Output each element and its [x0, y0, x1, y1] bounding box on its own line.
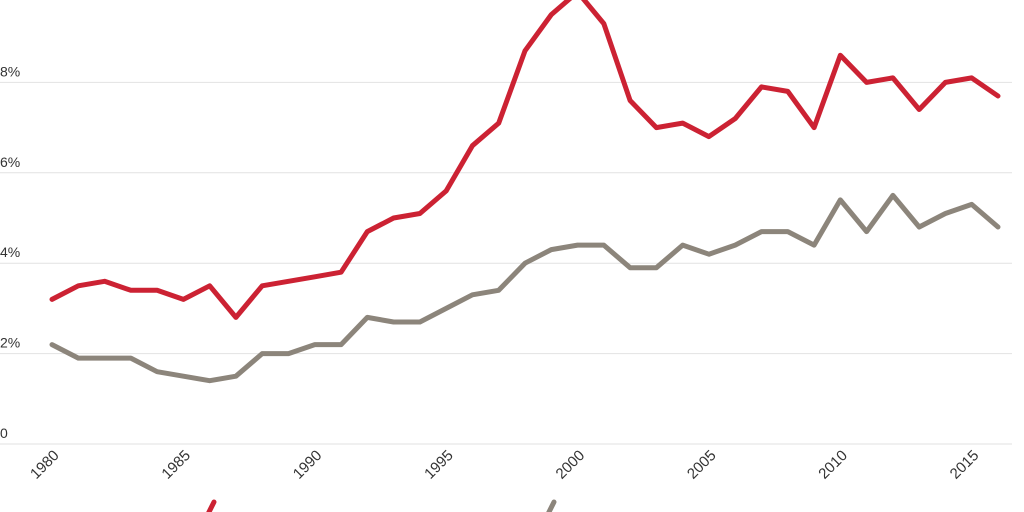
y-tick-label: 8%	[0, 63, 20, 79]
grid-lines	[0, 81, 1012, 445]
x-tick-label: 1980	[27, 447, 63, 483]
x-tick-label: 2000	[553, 447, 589, 483]
y-tick-label: 0	[0, 425, 8, 441]
legend-swatch-1	[206, 499, 217, 512]
legend	[206, 499, 557, 512]
x-axis-ticks: 1980 1985 1990 1995 2000 2005 2010 2015	[27, 447, 982, 483]
y-tick-label: 6%	[0, 154, 20, 170]
series-line-1	[49, 0, 1001, 320]
x-tick-label: 2005	[684, 447, 720, 483]
x-tick-label: 2015	[947, 447, 983, 483]
x-tick-label: 1985	[158, 447, 194, 483]
x-tick-label: 1995	[421, 447, 457, 483]
series-lines	[49, 0, 1001, 384]
legend-swatch-2	[546, 499, 557, 512]
y-axis-ticks: 0 2% 4% 6% 8%	[0, 63, 20, 441]
y-tick-label: 2%	[0, 335, 20, 351]
x-tick-label: 2010	[815, 447, 851, 483]
x-tick-label: 1990	[290, 447, 326, 483]
y-tick-label: 4%	[0, 244, 20, 260]
series-line-2	[49, 192, 1001, 384]
